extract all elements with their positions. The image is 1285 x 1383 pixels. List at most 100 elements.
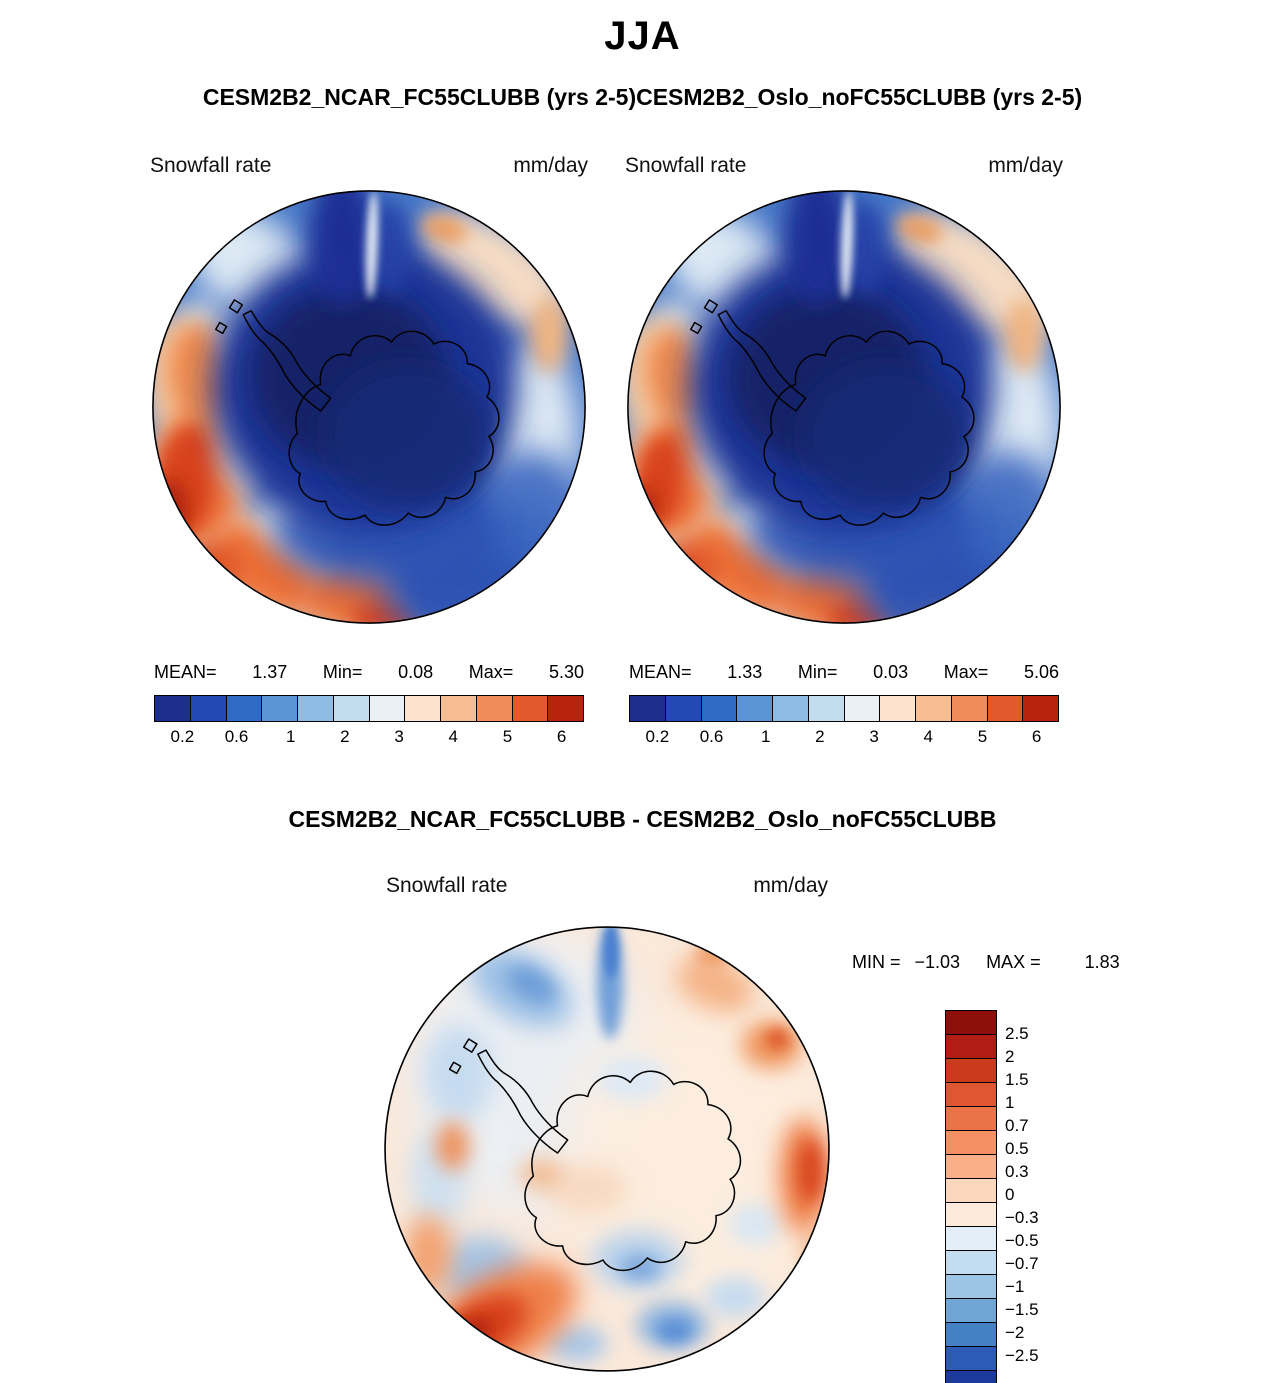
max-value: 5.06 [1023,662,1059,682]
variable-label: Snowfall rate [150,154,272,177]
colorbar-tick-label: 3 [869,727,879,746]
colorbar-segment [701,696,738,721]
colorbar-segment [441,696,477,721]
colorbar-tick-label: −0.3 [1005,1208,1039,1227]
difference-legend: MIN = −1.03 MAX = 1.83 2.5 2 1.5 1 0.7 0.5 0.3 0 −0… [852,952,1182,1383]
diff-title: CESM2B2_NCAR_FC55CLUBB - CESM2B2_Oslo_no… [288,806,997,832]
colorbar-segment [190,696,227,721]
colorbar-segment [226,696,263,721]
colorbar-segment [808,696,845,721]
colorbar-segment [512,696,549,721]
colorbar-ticks: 0.2 0.6 1 2 3 4 5 6 [629,727,1059,751]
colorbar-segment [946,1347,996,1371]
colorbar-tick-label: −2 [1005,1323,1025,1342]
units-label: mm/day [753,874,828,897]
colorbar-tick-label: −1 [1005,1277,1025,1296]
variable-label: Snowfall rate [625,154,747,177]
colorbar-segment [946,1323,996,1347]
min-value: 0.03 [873,662,909,682]
colorbar-segment [737,696,773,721]
colorbar-segment [946,1035,996,1059]
snowfall-colorbar: 0.2 0.6 1 2 3 4 5 6 [629,695,1059,751]
colorbar-segment [155,696,191,721]
max-label: MAX = [986,952,1041,972]
variable-label: Snowfall rate [386,874,508,897]
colorbar-segment [880,696,916,721]
units-label: mm/day [513,154,588,177]
mean-value: 1.33 [727,662,763,682]
colorbar-tick-label: −1.5 [1005,1300,1039,1319]
colorbar-tick-label: 5 [502,727,513,746]
colorbar-tick-label: 2 [815,727,825,746]
stats-row: MEAN= 1.33 Min= 0.03 Max= 5.06 [629,662,1059,683]
colorbar-segment [946,1131,996,1155]
stats-row: MEAN= 1.37 Min= 0.08 Max= 5.30 [154,662,584,683]
colorbar-tick-label: 1 [761,727,771,746]
colorbar-tick-label: 1.5 [1005,1070,1029,1089]
colorbar-segment [665,696,702,721]
colorbar-tick-label: 1 [286,727,296,746]
colorbar-segment [946,1107,996,1131]
colorbar-segment [946,1251,996,1275]
colorbar-tick-label: 0.2 [645,727,670,746]
colorbar-boxes [945,1010,997,1383]
colorbar-segment [844,696,881,721]
colorbar-tick-label: −0.7 [1005,1254,1039,1273]
colorbar-segment [916,696,952,721]
max-value: 1.83 [1084,952,1120,972]
colorbar-segment [262,696,298,721]
min-label: Min= [322,662,363,682]
difference-colorbar: 2.5 2 1.5 1 0.7 0.5 0.3 0 −0.3 −0.5 −0.7 −1 −1.5 −2 −2… [945,1010,1039,1383]
colorbar-segment [946,1083,996,1107]
colorbar-tick-label: 6 [556,727,567,746]
models-title: CESM2B2_NCAR_FC55CLUBB (yrs 2-5)CESM2B2_… [202,84,1083,110]
panel-oslo: Snowfall rate mm/day MEAN= 1.33 Min= 0.0… [623,154,1065,751]
max-value: 5.30 [548,662,584,682]
colorbar-segment [405,696,441,721]
mean-value: 1.37 [252,662,288,682]
min-label: MIN = [852,952,901,972]
colorbar-tick-label: 0 [1005,1185,1015,1204]
colorbar-tick-label: 5 [977,727,988,746]
colorbar-segment [946,1203,996,1227]
colorbar-segment [548,696,583,721]
colorbar-boxes [629,695,1059,722]
colorbar-segment [630,696,666,721]
colorbar-tick-label: 0.3 [1005,1162,1029,1181]
mean-label: MEAN= [629,662,692,682]
colorbar-ticks: 0.2 0.6 1 2 3 4 5 6 [154,727,584,751]
min-value: 0.08 [398,662,434,682]
snowfall-difference-map [380,922,834,1376]
colorbar-segment [476,696,513,721]
units-label: mm/day [988,154,1063,177]
colorbar-tick-label: 2.5 [1005,1024,1029,1043]
map-labels: Snowfall rate mm/day [148,154,590,186]
season-title: JJA [604,14,681,58]
colorbar-segment [987,696,1024,721]
snowfall-map-ncar [148,186,590,628]
min-label: Min= [797,662,838,682]
colorbar-tick-label: 2 [1005,1047,1015,1066]
colorbar-tick-label: 3 [394,727,404,746]
map-labels: Snowfall rate mm/day [380,874,834,906]
colorbar-tick-label: −2.5 [1005,1346,1039,1365]
snowfall-map-oslo [623,186,1065,628]
panel-ncar: Snowfall rate mm/day MEAN= 1.37 Min= 0.0… [148,154,590,751]
colorbar-segment [946,1227,996,1251]
colorbar-segment [946,1275,996,1299]
colorbar-tick-label: 0.2 [170,727,195,746]
colorbar-segment [946,1299,996,1323]
max-label: Max= [943,662,989,682]
colorbar-segment [951,696,988,721]
map-labels: Snowfall rate mm/day [623,154,1065,186]
colorbar-segment [946,1059,996,1083]
max-label: Max= [468,662,514,682]
colorbar-tick-label: 0.5 [1005,1139,1029,1158]
snowfall-colorbar: 0.2 0.6 1 2 3 4 5 6 [154,695,584,751]
colorbar-segment [333,696,370,721]
colorbar-tick-label: 0.7 [1005,1116,1029,1135]
colorbar-segment [773,696,809,721]
colorbar-segment [946,1371,996,1383]
min-value: −1.03 [914,952,961,972]
